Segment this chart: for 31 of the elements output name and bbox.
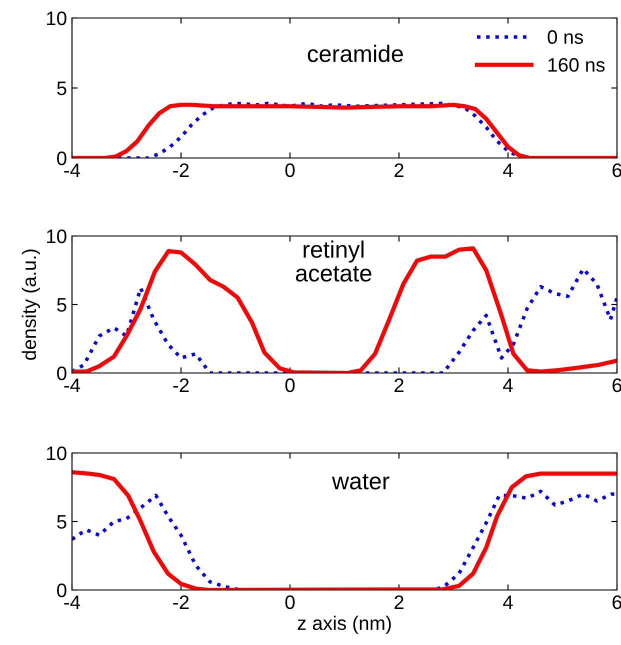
- x-tick-label: -4: [64, 164, 80, 177]
- x-tick-label: -2: [173, 163, 189, 177]
- y-tick-label: 0: [57, 583, 66, 598]
- legend-label: 0 ns: [548, 30, 584, 44]
- x-tick-label: -4: [64, 596, 80, 609]
- x-tick-label: 2: [394, 163, 404, 177]
- y-tick-label: 5: [57, 82, 66, 96]
- annotation: retinyl acetate: [296, 240, 372, 282]
- x-tick-label: 4: [503, 596, 513, 609]
- x-tick-label: 4: [503, 378, 513, 392]
- x-tick-label: -2: [173, 595, 189, 609]
- x-tick-label: 4: [503, 164, 513, 177]
- x-tick-label: 0: [285, 595, 295, 610]
- x-tick-label: 2: [394, 378, 404, 392]
- annotation: ceramide: [308, 44, 403, 62]
- y-tick-label: 5: [57, 298, 66, 312]
- x-tick-label: 2: [394, 595, 404, 609]
- legend-label: 160 ns: [548, 58, 605, 72]
- y-axis-title: density (a.u.): [22, 250, 40, 360]
- y-tick-label: 5: [57, 515, 66, 529]
- x-tick-label: -2: [173, 378, 189, 392]
- y-tick-label: 0: [57, 366, 66, 380]
- annotation: water: [332, 474, 390, 490]
- x-tick-label: 0: [285, 163, 295, 178]
- y-tick-label: 10: [46, 11, 66, 26]
- y-tick-label: 10: [46, 446, 66, 460]
- x-axis-title: z axis (nm): [298, 616, 391, 634]
- x-tick-label: -4: [64, 378, 80, 392]
- y-tick-label: 10: [46, 229, 66, 244]
- y-tick-label: 0: [57, 151, 66, 166]
- x-tick-label: 0: [285, 378, 295, 392]
